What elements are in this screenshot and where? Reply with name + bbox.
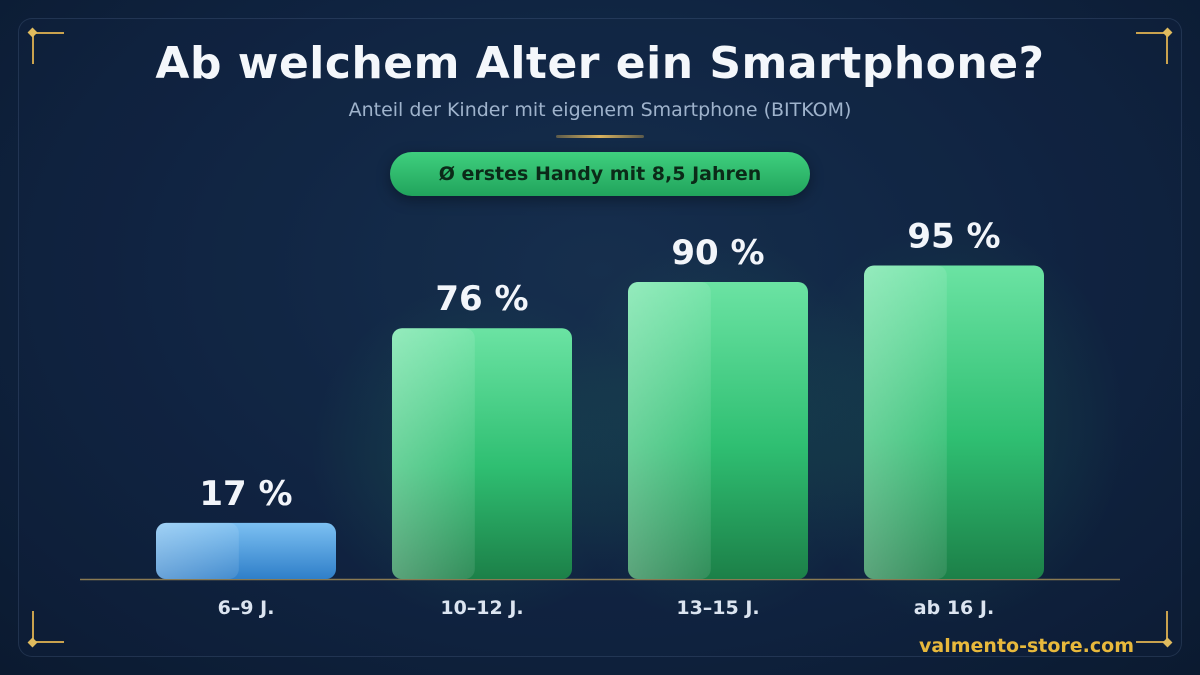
x-tick-label: 13–15 J. [676,597,759,619]
bar-highlight [156,522,239,579]
chart-subtitle: Anteil der Kinder mit eigenem Smartphone… [348,99,852,121]
x-tick-label: ab 16 J. [914,597,994,619]
bar-highlight [392,328,475,579]
corner-ornament-bottom-right [1136,611,1173,648]
corner-ornament-top-right [1136,27,1173,64]
bar-value-label: 90 % [671,233,764,273]
x-tick-label: 6–9 J. [218,597,275,619]
chart-title: Ab welchem Alter ein Smartphone? [155,38,1045,89]
corner-ornament-bottom-left [27,611,64,648]
bar-value-label: 76 % [435,279,528,319]
source-website: valmento-store.com [919,635,1134,657]
x-tick-label: 10–12 J. [440,597,523,619]
bar-highlight [864,265,947,579]
bar-highlight [628,282,711,579]
title-divider [556,135,644,138]
average-age-badge: Ø erstes Handy mit 8,5 Jahren [390,152,810,196]
corner-ornament-top-left [27,27,64,64]
bar-value-label: 17 % [199,474,292,514]
bar-value-label: 95 % [907,217,1000,257]
